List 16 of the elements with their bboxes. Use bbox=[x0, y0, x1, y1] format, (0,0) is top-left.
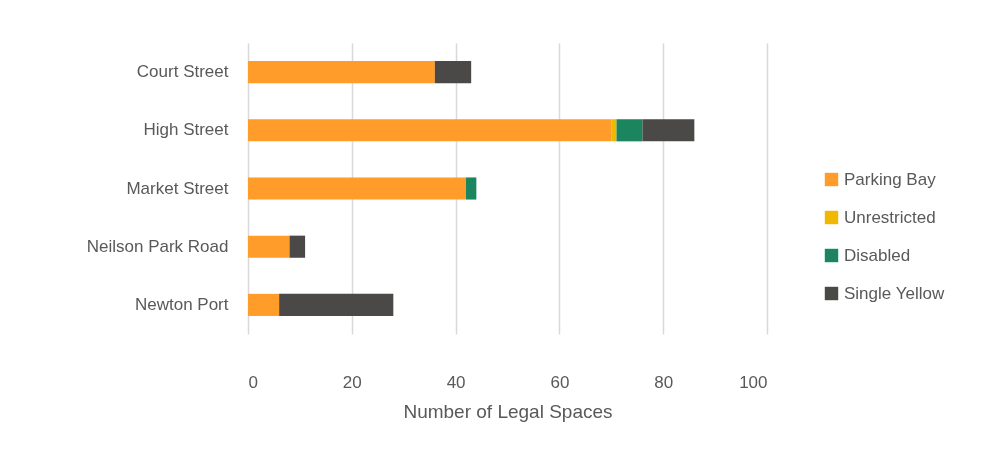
y-tick-label: Newton Port bbox=[134, 294, 229, 314]
x-tick-label: 20 bbox=[342, 372, 362, 392]
legend-label: Disabled bbox=[844, 245, 911, 265]
y-tick-label: Neilson Park Road bbox=[86, 236, 229, 256]
x-tick-label: 40 bbox=[446, 372, 466, 392]
x-axis-title: Number of Legal Spaces bbox=[403, 400, 613, 422]
legend-label: Unrestricted bbox=[844, 207, 936, 227]
y-tick-label: Market Street bbox=[126, 178, 229, 198]
x-tick-label: 0 bbox=[248, 372, 258, 392]
y-tick-label: High Street bbox=[143, 120, 229, 140]
x-tick-label: 80 bbox=[654, 372, 674, 392]
y-tick-label: Court Street bbox=[136, 62, 229, 82]
legend-label: Parking Bay bbox=[844, 169, 937, 189]
x-tick-label: 100 bbox=[739, 372, 768, 392]
x-tick-label: 60 bbox=[550, 372, 570, 392]
legend-label: Single Yellow bbox=[844, 283, 945, 303]
